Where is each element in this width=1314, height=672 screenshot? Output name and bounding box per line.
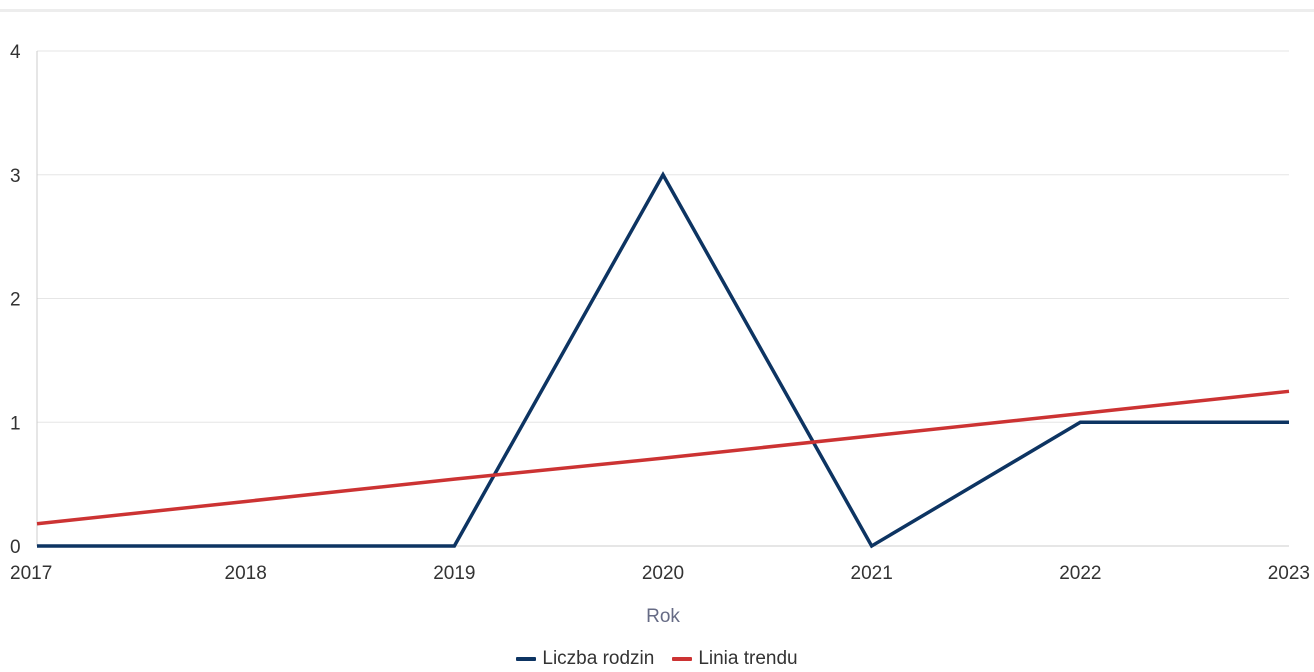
y-tick-label: 3 (10, 166, 21, 187)
line-chart: 0 1 2 3 4 2017 2018 2019 2020 2021 2022 2023 Rok (10, 42, 1310, 627)
x-tick-label: 2017 (10, 563, 52, 584)
x-tick-label: 2023 (1268, 563, 1310, 584)
legend-label: Linia trendu (698, 648, 798, 669)
y-tick-label: 0 (10, 537, 21, 558)
y-tick-label: 4 (10, 42, 21, 63)
x-tick-label: 2018 (225, 563, 267, 584)
top-divider (0, 9, 1314, 12)
series-line-linia-trendu (36, 389, 1290, 526)
y-tick-label: 2 (10, 290, 21, 311)
y-axis-ticks: 0 1 2 3 4 (10, 42, 21, 558)
x-tick-label: 2021 (851, 563, 893, 584)
legend-item[interactable]: Liczba rodzin (516, 648, 654, 670)
legend-item[interactable]: Linia trendu (672, 648, 798, 670)
series-layer (36, 171, 1290, 549)
x-tick-label: 2020 (642, 563, 684, 584)
x-tick-label: 2022 (1059, 563, 1101, 584)
gridlines (37, 50, 1289, 423)
legend: Liczba rodzin Linia trendu (0, 648, 1314, 670)
y-tick-label: 1 (10, 413, 21, 434)
x-tick-label: 2019 (433, 563, 475, 584)
legend-label: Liczba rodzin (542, 648, 655, 669)
x-axis-ticks: 2017 2018 2019 2020 2021 2022 2023 (10, 563, 1310, 584)
series-line-liczba-rodzin (37, 171, 1289, 549)
legend-swatch (516, 657, 537, 661)
x-axis-title: Rok (646, 606, 680, 627)
legend-swatch (672, 657, 693, 661)
